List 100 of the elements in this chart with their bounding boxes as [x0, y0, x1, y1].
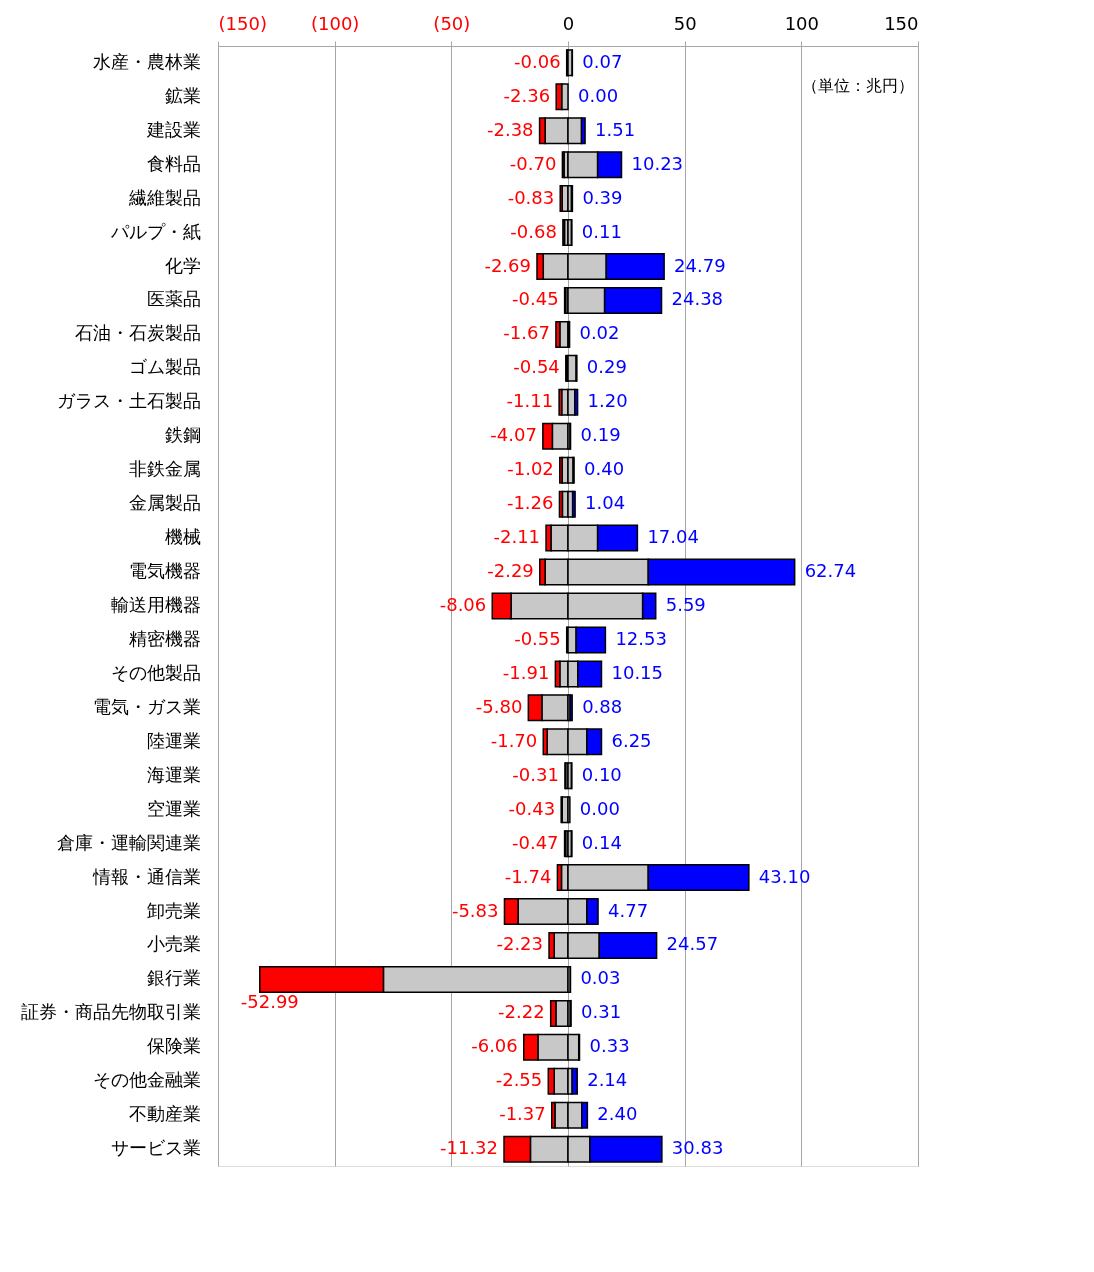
y-tick-label: その他金融業	[92, 1069, 201, 1091]
y-tick-label: 繊維製品	[127, 186, 201, 208]
y-tick-label: パルプ・紙	[109, 220, 201, 242]
data-label: -5.83	[451, 899, 499, 921]
data-label: 5.59	[665, 594, 706, 615]
data-label: 0.39	[582, 186, 623, 208]
data-label: 0.10	[581, 763, 622, 785]
data-label: 0.40	[584, 458, 625, 480]
annotation: （単位：兆円）	[802, 76, 914, 95]
data-label: -1.91	[502, 661, 550, 683]
x-tick-label: 100	[784, 12, 820, 34]
y-tick-label: 石油・石炭製品	[74, 322, 201, 344]
x-tick-label: 150	[884, 12, 919, 34]
y-tick-label: 情報・通信業	[91, 865, 201, 887]
x-tick-label: 0	[562, 12, 575, 34]
x-tick-label: (150)	[218, 12, 267, 34]
data-label: 43.10	[758, 865, 811, 887]
y-tick-label: 医薬品	[146, 288, 201, 310]
data-label: 0.33	[589, 1035, 630, 1057]
y-tick-label: 化学	[164, 254, 201, 276]
data-label: -0.31	[512, 763, 559, 785]
data-label: -0.68	[510, 220, 557, 242]
data-label: -1.74	[504, 865, 552, 887]
y-tick-label: その他製品	[110, 661, 201, 683]
data-label: 6.25	[611, 729, 652, 751]
data-label: -0.70	[509, 152, 557, 174]
data-label: 0.00	[579, 797, 620, 819]
data-label: -1.67	[503, 322, 550, 344]
data-label: 24.79	[674, 254, 726, 276]
y-tick-label: 食料品	[146, 152, 201, 174]
y-tick-label: 精密機器	[128, 627, 201, 649]
data-label: 2.40	[597, 1103, 638, 1125]
y-tick-label: 輸送用機器	[110, 594, 201, 615]
y-tick-label: ガラス・土石製品	[56, 390, 201, 412]
x-tick-label: (50)	[433, 12, 471, 34]
y-tick-label: 水産・農林業	[92, 50, 201, 72]
data-label: 0.29	[586, 356, 627, 378]
data-label: -2.11	[493, 526, 541, 548]
data-label: -1.70	[490, 729, 538, 751]
data-label: -2.55	[495, 1069, 543, 1091]
data-label: -0.43	[508, 797, 556, 819]
y-tick-label: 非鉄金属	[128, 458, 201, 480]
data-label: 0.11	[581, 220, 622, 242]
data-label: -4.07	[490, 424, 537, 446]
y-tick-label: 鉄鋼	[164, 424, 201, 446]
x-tick-label: 50	[673, 12, 697, 34]
data-label: 0.07	[582, 50, 623, 72]
data-label: 2.14	[587, 1069, 628, 1091]
data-label: -6.06	[471, 1035, 518, 1057]
data-label: -8.06	[439, 594, 487, 615]
data-label: 17.04	[647, 526, 699, 548]
data-label: 0.19	[580, 424, 621, 446]
data-label: 24.57	[666, 933, 719, 955]
data-label: 1.04	[585, 492, 626, 514]
data-label: -1.02	[507, 458, 554, 480]
data-label: 0.00	[578, 84, 619, 106]
y-tick-label: 電気・ガス業	[92, 695, 201, 717]
data-label: -52.99	[240, 991, 299, 1013]
y-tick-label: 銀行業	[146, 967, 201, 989]
data-label: 30.83	[671, 1137, 724, 1159]
data-label: -0.55	[514, 627, 561, 649]
y-tick-label: ゴム製品	[128, 356, 201, 378]
data-label: -2.22	[498, 1001, 545, 1023]
data-label: 1.51	[595, 118, 636, 140]
data-label: -2.23	[496, 933, 544, 955]
data-label: 10.23	[631, 152, 684, 174]
y-tick-label: 不動産業	[128, 1103, 201, 1125]
data-label: -1.37	[499, 1103, 546, 1125]
y-tick-label: 建設業	[145, 118, 201, 140]
data-label: -5.80	[475, 695, 523, 717]
y-tick-label: 小売業	[146, 933, 201, 955]
data-label: -2.69	[484, 254, 531, 276]
data-label: 24.38	[671, 288, 724, 310]
data-label: -2.38	[487, 118, 534, 140]
data-label: 10.15	[611, 661, 664, 683]
data-label: -2.36	[503, 84, 551, 106]
y-tick-label: 証券・商品先物取引業	[20, 1001, 201, 1023]
data-label: -1.26	[506, 492, 554, 514]
data-label: -0.06	[514, 50, 561, 72]
data-label: -0.45	[512, 288, 559, 310]
y-tick-label: 空運業	[146, 797, 201, 819]
y-tick-label: 倉庫・運輸関連業	[56, 831, 201, 853]
data-label: -0.83	[507, 186, 555, 208]
data-label: -1.11	[506, 390, 554, 412]
data-label: -0.54	[513, 356, 560, 378]
data-label: 0.88	[582, 695, 623, 717]
data-label: -11.32	[439, 1137, 499, 1159]
y-tick-label: 金属製品	[128, 492, 201, 514]
data-label: 0.03	[580, 967, 621, 989]
data-label: 12.53	[615, 627, 667, 649]
y-tick-label: 電気機器	[128, 560, 201, 582]
y-tick-label: サービス業	[110, 1137, 201, 1159]
x-tick-label: (100)	[310, 12, 360, 34]
data-label: 0.14	[581, 831, 622, 853]
y-tick-label: 機械	[164, 526, 201, 548]
data-label: 0.02	[579, 322, 620, 344]
y-tick-label: 卸売業	[146, 899, 201, 921]
data-label: 0.31	[581, 1001, 622, 1023]
data-label: -2.29	[487, 560, 534, 582]
y-tick-label: 鉱業	[164, 84, 201, 106]
